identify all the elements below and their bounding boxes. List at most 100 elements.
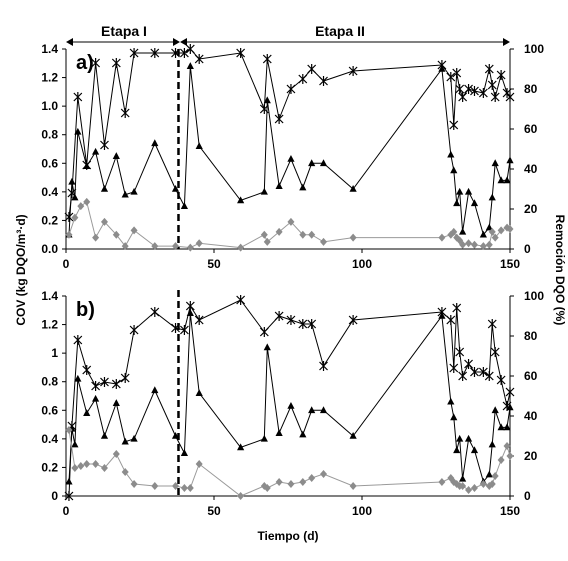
series-diamond-point [459,240,467,249]
series-triangle-point [503,176,511,184]
series-triangle-point [319,406,328,414]
series-triangle-line [68,66,511,236]
series-triangle-point [74,374,82,382]
series-star-point [236,48,246,58]
series-star-point [236,295,246,305]
y-left-tick-label: 0.2 [41,213,58,227]
series-triangle-point [171,185,180,192]
series-diamond-point [299,478,307,486]
series-triangle-point [130,434,138,442]
series-diamond-point [65,230,73,239]
series-triangle-point [237,196,245,204]
series-star-point [490,347,500,357]
stage-1-arrowhead-left [66,38,73,46]
series-triangle-point [195,142,203,149]
series-triangle-point [438,312,446,319]
series-diamond-point [465,486,473,494]
series-diamond-point [112,450,120,458]
series-diamond-point [112,230,120,239]
series-diamond-point [275,478,283,486]
series-diamond-point [497,456,505,464]
series-star-point [150,307,160,317]
series-diamond-point [488,227,496,236]
series-star-point [484,371,494,381]
series-star-point [446,72,456,82]
series-triangle-point [488,193,496,201]
series-diamond-point [83,197,91,206]
series-star-point [150,48,160,58]
series-triangle-point [456,434,464,442]
series-diamond-point [349,233,357,242]
series-triangle-point [186,309,194,316]
series-triangle-point [464,434,473,442]
series-diamond-point [237,243,245,252]
y-right-tick-label: 80 [524,329,538,343]
series-triangle-point [319,159,328,167]
series-diamond-point [450,227,458,236]
series-star-point [274,114,284,124]
series-triangle-point [171,432,180,439]
series-diamond-point [71,464,79,472]
series-diamond-point [77,462,85,470]
series-star-point [490,92,500,102]
y-left-tick-label: 1.4 [41,42,58,56]
series-diamond-point [186,243,194,252]
series-diamond-point [506,452,514,460]
series-triangle-point [299,430,307,438]
series-diamond-point [65,426,73,434]
y-left-tick-label: 0.8 [41,128,58,142]
series-diamond-point [275,227,283,236]
y-left-tick-label: 1.2 [41,71,58,85]
series-triangle-point [308,159,316,167]
panel-label: b) [76,299,95,321]
series-triangle-point [459,227,467,235]
series-star-point [91,58,101,68]
series-star-point [64,491,74,501]
series-triangle-point [447,150,455,158]
series-star-point [274,311,284,321]
series-diamond-point [479,242,487,251]
y-right-tick-label: 100 [524,289,544,303]
series-diamond-point [71,213,79,222]
series-triangle-point [287,155,295,162]
series-triangle-point [447,397,455,405]
series-star-point [259,327,269,337]
series-triangle-point [151,139,159,147]
series-triangle-point [470,199,479,207]
series-star-point [319,76,328,86]
series-star-point [464,84,473,94]
series-triangle-point [275,182,283,189]
series-diamond-point [121,242,129,251]
series-triangle-point [497,176,505,184]
series-star-point [100,140,109,150]
series-star-point [129,325,139,335]
series-triangle-point [287,402,295,409]
series-star-point [487,319,497,329]
series-diamond-point [299,230,307,239]
series-triangle-point [83,409,91,416]
series-triangle-point [488,440,496,448]
series-diamond-point [172,242,180,251]
series-star-point [286,315,296,325]
series-triangle-point [497,423,505,431]
series-triangle-point [121,190,129,198]
x-tick-label: 0 [63,257,70,271]
series-diamond-point [263,484,271,492]
series-star-point [194,54,204,64]
series-star-point [185,44,195,54]
series-star-point [449,120,459,130]
series-diamond-point [497,226,505,235]
series-diamond-point [195,239,203,248]
y-right-tick-label: 20 [524,449,538,463]
series-star-point [505,387,515,397]
series-diamond-point [485,240,493,249]
y-left-tick-label: 0.8 [41,375,58,389]
series-star-point [458,92,468,102]
series-star-point [111,379,121,389]
y-right-tick-label: 60 [524,369,538,383]
series-diamond-point [287,217,295,226]
x-tick-label: 50 [207,504,221,518]
y-left-tick-label: 1 [51,346,58,360]
series-star-point [484,64,494,74]
chart-panel-a: 0 50 100 150 0.0 0.2 0.4 0.6 0.8 1.0 1.2 1.4 0 20 40 60… [41,42,544,271]
